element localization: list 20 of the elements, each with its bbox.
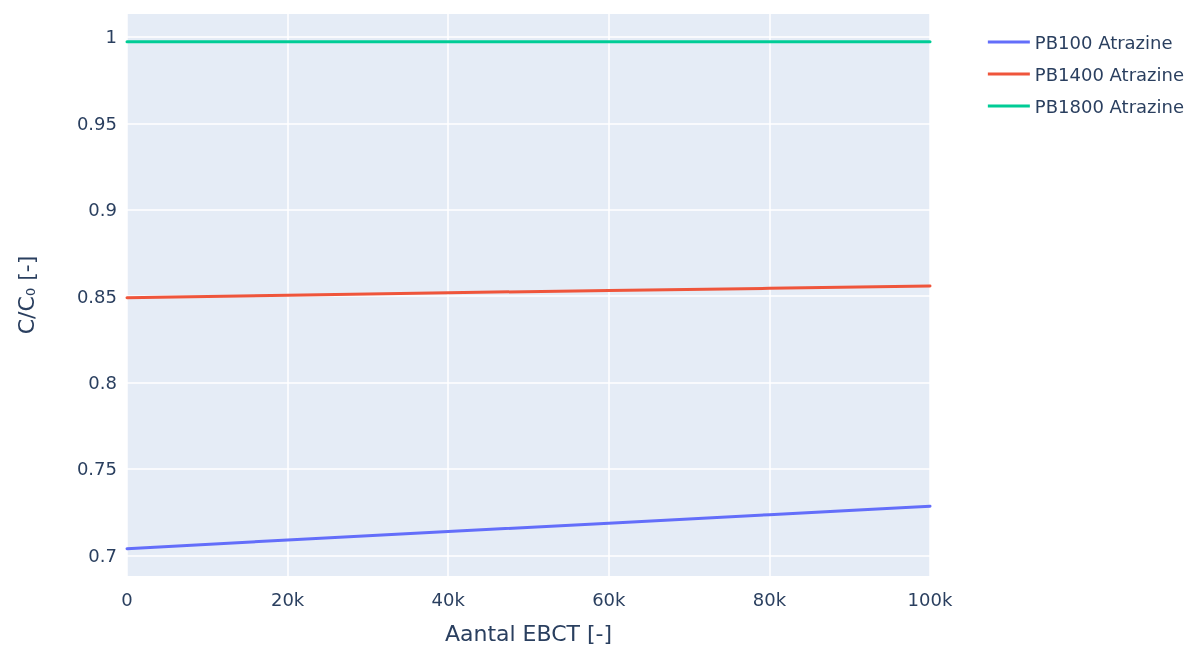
x-axis-title: Aantal EBCT [-] <box>444 620 613 646</box>
x-tick-label: 100k <box>907 588 953 610</box>
y-tick-label: 0.85 <box>76 285 117 307</box>
legend-label: PB1800 Atrazine <box>1034 95 1185 117</box>
y-tick-label: 0.8 <box>88 372 117 393</box>
x-tick-label: 60k <box>592 588 627 610</box>
x-tick-label: 80k <box>752 588 787 610</box>
line-series <box>125 504 932 551</box>
y-tick-label: 0.75 <box>76 458 117 480</box>
x-tick-label: 20k <box>270 588 305 610</box>
y-tick-label: 0.7 <box>88 544 117 566</box>
x-tick-label: 0 <box>121 588 133 610</box>
y-tick-label: 0.9 <box>88 199 117 221</box>
line-series <box>125 284 932 300</box>
x-tick-label: 40k <box>431 588 466 610</box>
legend-label: PB1400 Atrazine <box>1034 63 1185 85</box>
y-axis-title: C/C0 [-] <box>13 255 39 335</box>
legend-label: PB100 Atrazine <box>1034 31 1173 53</box>
y-tick-label: 0.95 <box>76 112 117 134</box>
y-tick-label: 1 <box>105 26 117 48</box>
